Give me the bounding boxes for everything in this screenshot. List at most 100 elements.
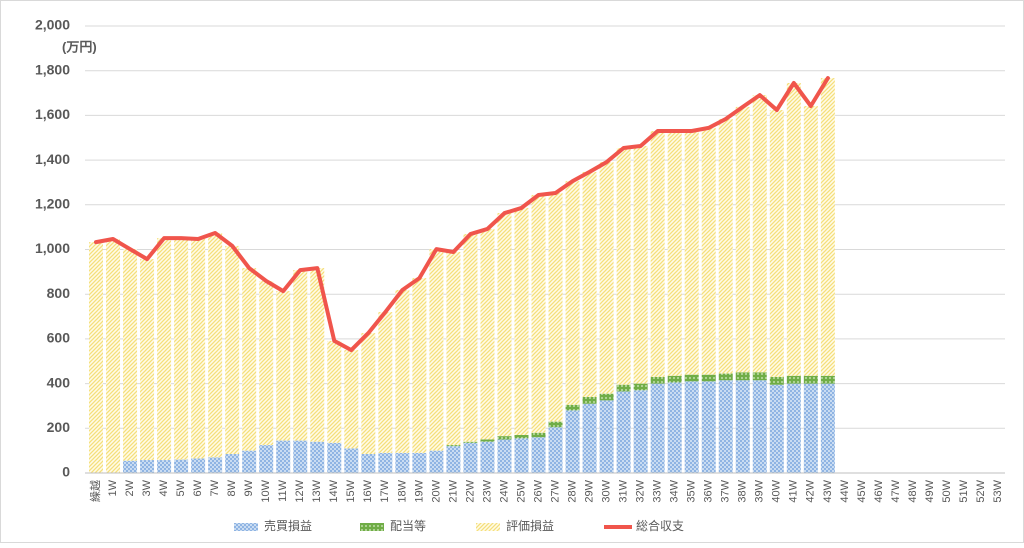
bar-segment <box>293 440 308 473</box>
bar-segment <box>191 458 206 473</box>
bar-segment <box>735 372 750 381</box>
bar-segment <box>769 110 784 377</box>
bar-segment <box>259 281 274 446</box>
bar-segment <box>667 131 682 376</box>
y-tick-label: 1,000 <box>35 240 70 256</box>
x-tick-label: 36W <box>703 479 715 502</box>
legend-label: 売買損益 <box>264 518 312 533</box>
bar-segment <box>684 374 699 382</box>
bar-segment <box>633 390 648 473</box>
bar-segment <box>718 380 733 473</box>
bar-segment <box>310 268 325 442</box>
bar-segment <box>701 381 716 473</box>
bar-segment <box>582 403 597 473</box>
y-tick-label: 600 <box>47 330 71 346</box>
bar-segment <box>650 383 665 473</box>
legend-label: 総合収支 <box>636 518 684 533</box>
x-tick-label: 23W <box>481 479 493 502</box>
bar-segment <box>174 238 189 460</box>
bar-segment <box>565 404 580 411</box>
legend-swatch <box>360 523 384 531</box>
bar-segment <box>480 441 495 473</box>
bar-segment <box>191 238 206 459</box>
bar-segment <box>599 400 614 473</box>
bar-segment <box>344 448 359 473</box>
bar-segment <box>412 278 427 453</box>
bar-segment <box>616 391 631 473</box>
y-tick-label: 0 <box>62 464 70 480</box>
bar-segment <box>582 397 597 404</box>
x-tick-label: 51W <box>958 479 970 502</box>
y-axis-label: (万円) <box>62 39 97 54</box>
bar-segment <box>650 376 665 384</box>
bar-segment <box>463 442 478 473</box>
bar-segment <box>225 245 240 455</box>
x-tick-label: 49W <box>924 479 936 502</box>
bar-segment <box>786 383 801 473</box>
bar-segment <box>599 162 614 394</box>
bar-segment <box>633 146 648 384</box>
bar-segment <box>514 438 529 473</box>
bar-segment <box>89 242 103 473</box>
y-tick-label: 1,200 <box>35 196 70 212</box>
x-tick-label: 21W <box>447 479 459 502</box>
bar-segment <box>820 375 835 384</box>
x-tick-label: 28W <box>566 479 578 502</box>
bar-segment <box>514 207 529 436</box>
y-tick-label: 800 <box>47 285 71 301</box>
bar-segment <box>684 131 699 375</box>
bar-segment <box>718 118 733 374</box>
bar-segment <box>667 382 682 473</box>
bar-segment <box>429 249 444 451</box>
x-tick-label: 1W <box>107 479 119 496</box>
bar-segment <box>174 459 189 473</box>
y-tick-label: 200 <box>47 419 71 435</box>
bar-segment <box>446 445 461 447</box>
bar-segment <box>701 127 716 375</box>
x-tick-label: 41W <box>788 479 800 502</box>
x-tick-label: 46W <box>873 479 885 502</box>
bar-segment <box>480 439 495 442</box>
bar-segment <box>242 268 257 451</box>
bar-segment <box>327 340 342 443</box>
bar-segment <box>497 439 512 473</box>
x-tick-label: 47W <box>890 479 902 502</box>
x-tick-label: 29W <box>583 479 595 502</box>
bar-segment <box>514 435 529 439</box>
bar-segment <box>395 452 410 473</box>
y-tick-label: 1,800 <box>35 61 70 77</box>
x-tick-label: 16W <box>362 479 374 502</box>
x-tick-label: 53W <box>992 479 1004 502</box>
bar-segment <box>140 460 155 473</box>
y-tick-label: 400 <box>47 374 71 390</box>
x-tick-label: 45W <box>856 479 868 502</box>
x-tick-label: 50W <box>941 479 953 502</box>
bar-segment <box>718 373 733 381</box>
bar-segment <box>412 452 427 473</box>
x-tick-label: 22W <box>464 479 476 502</box>
x-tick-label: 14W <box>328 479 340 502</box>
bar-segment <box>480 228 495 440</box>
bar-segment <box>140 259 155 461</box>
x-tick-label: 6W <box>192 479 204 496</box>
bar-segment <box>531 194 546 433</box>
bar-segment <box>667 375 682 383</box>
bar-segment <box>548 427 563 473</box>
bar-segment <box>803 383 818 473</box>
bar-segment <box>820 78 835 376</box>
y-tick-label: 1,600 <box>35 106 70 122</box>
bar-segment <box>752 95 767 373</box>
bar-segment <box>395 289 410 453</box>
bar-segment <box>361 454 376 473</box>
bar-segment <box>633 383 648 391</box>
bar-segment <box>752 372 767 381</box>
bar-segment <box>548 192 563 422</box>
x-tick-label: 27W <box>549 479 561 502</box>
bar-segment <box>429 450 444 473</box>
bar-segment <box>735 380 750 473</box>
bar-segment <box>565 410 580 473</box>
bar-segment <box>735 106 750 373</box>
bar-segment <box>327 442 342 473</box>
x-tick-label: 12W <box>294 479 306 502</box>
